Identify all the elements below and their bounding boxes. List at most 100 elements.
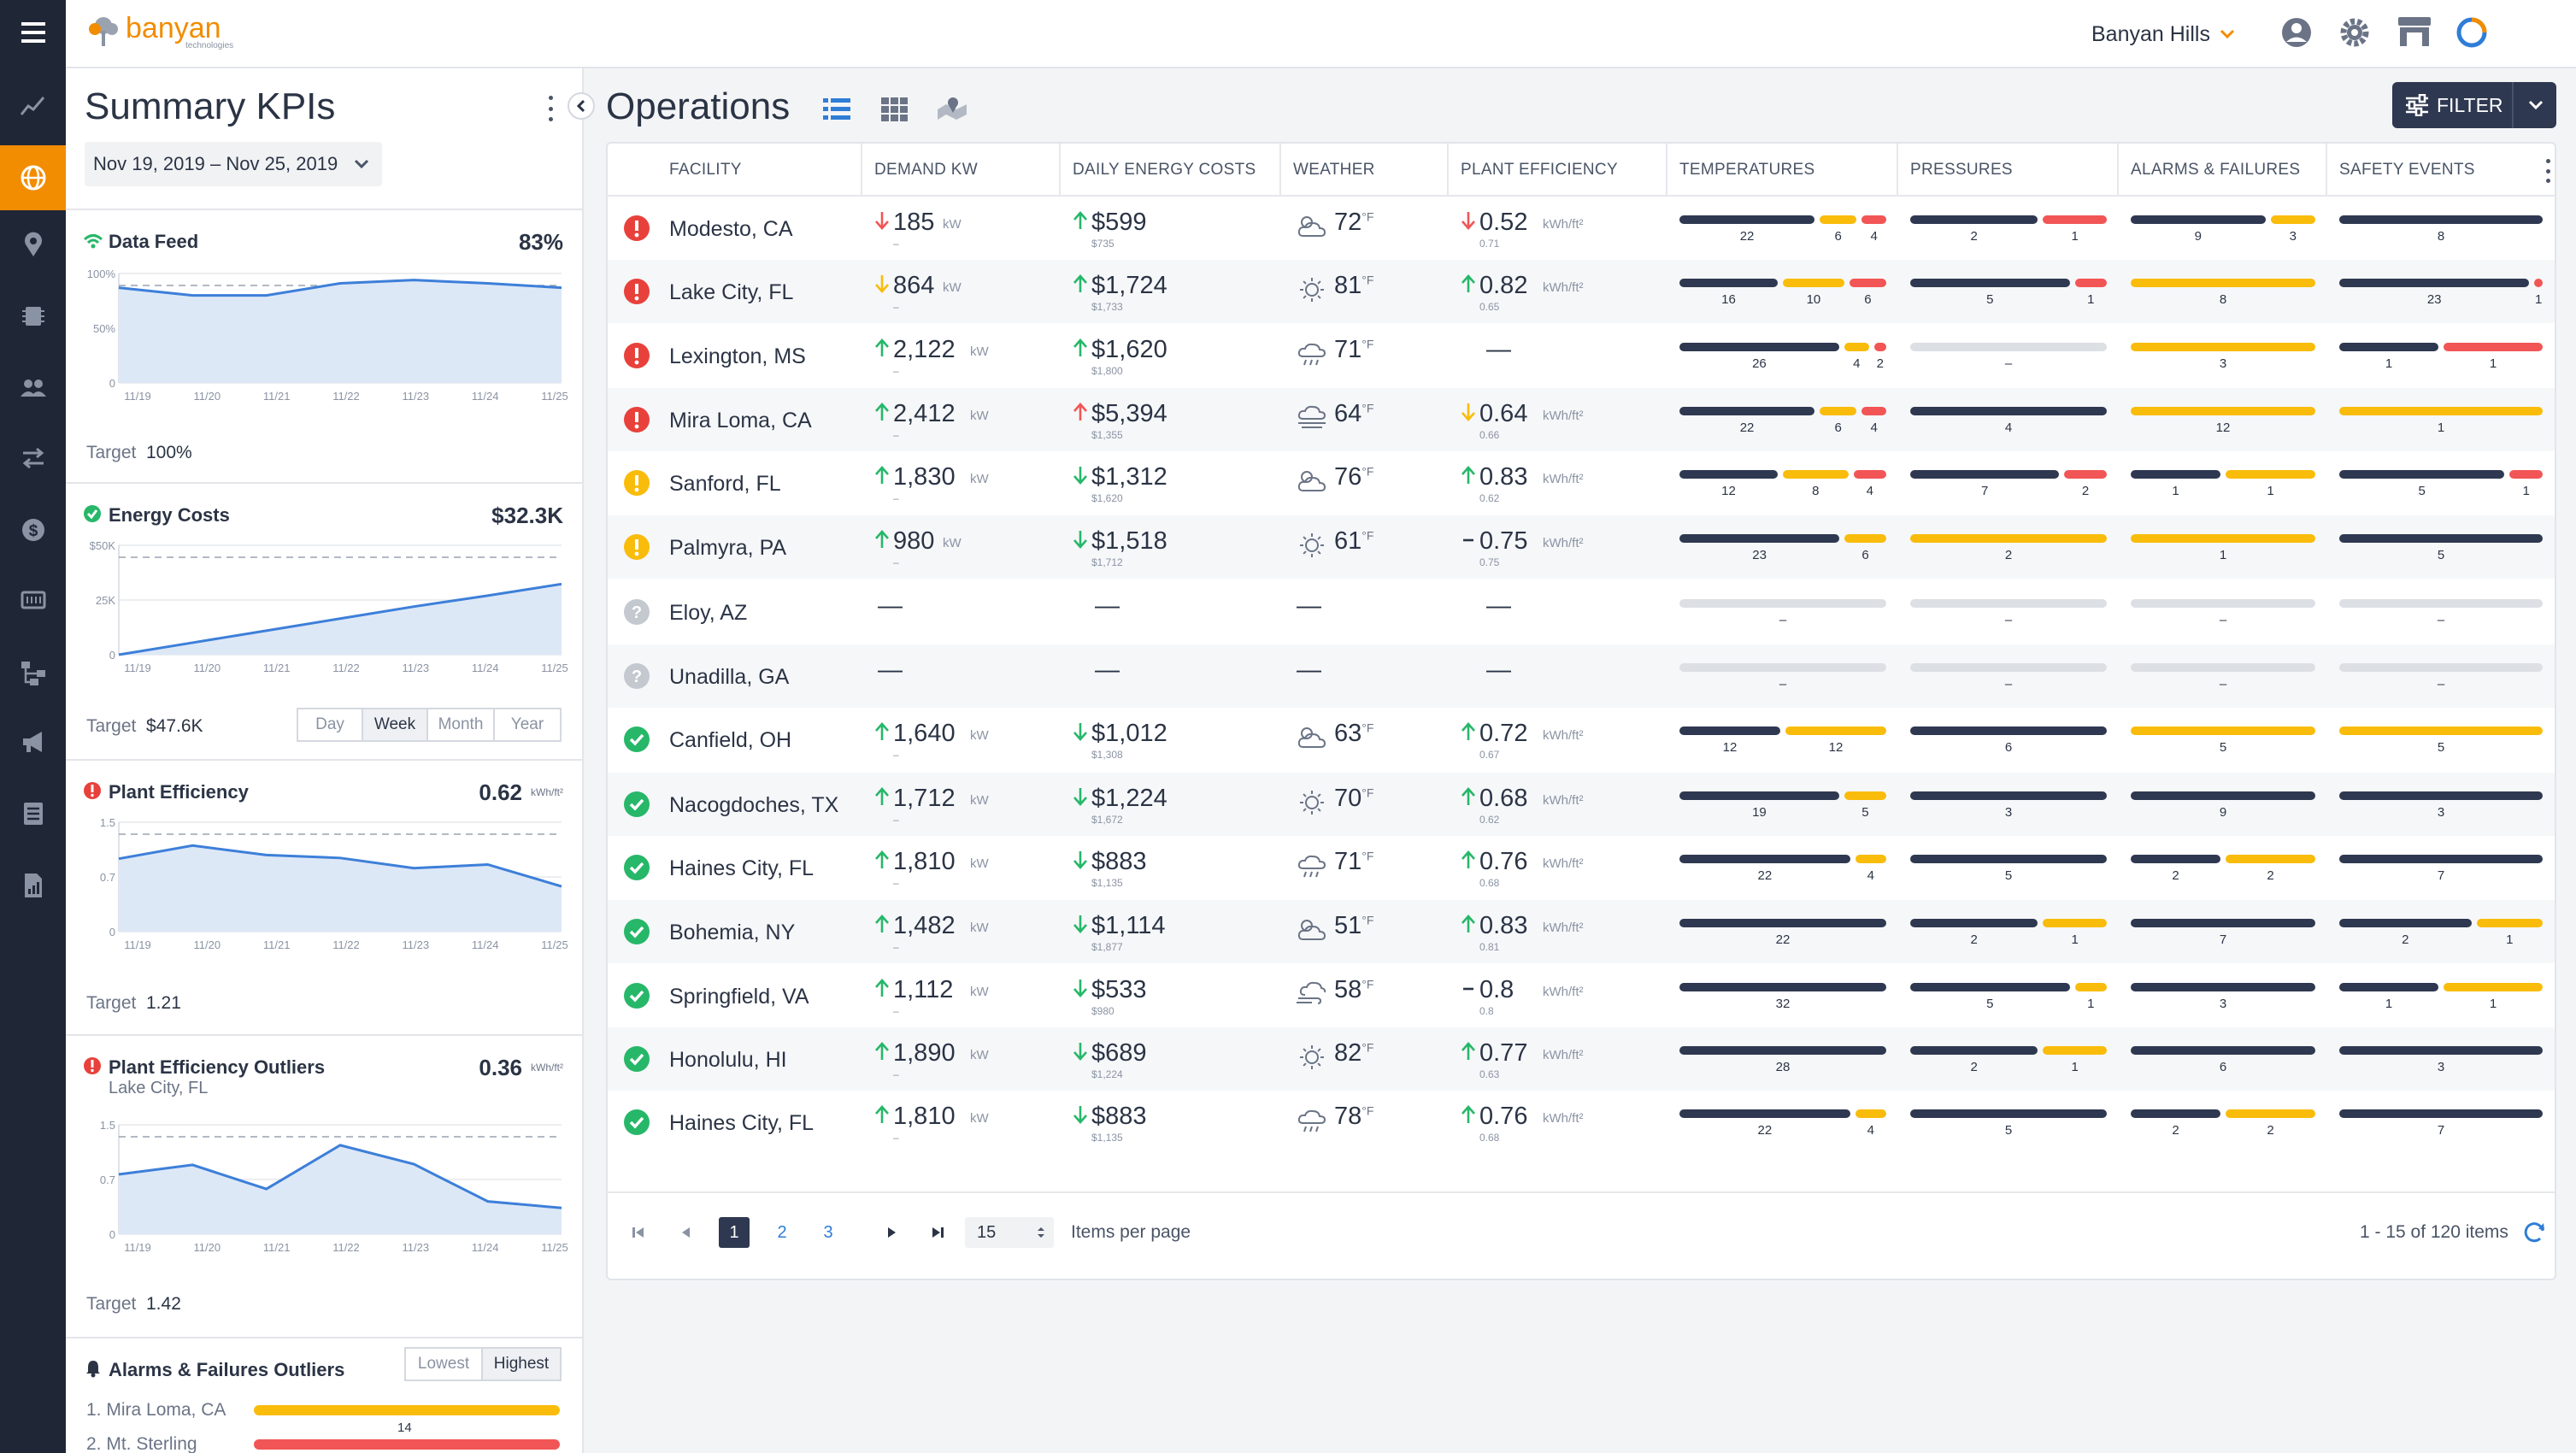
facility-cell[interactable]: Modesto, CA [608,197,862,260]
table-row[interactable]: Modesto, CA 185 kW – $599 $735 72°F 0.52 kWh/ft²… [608,197,2555,260]
nav-megaphone[interactable] [0,709,66,774]
last-page-icon[interactable] [929,1224,946,1241]
nav-location[interactable] [0,212,66,277]
facility-cell[interactable]: Palmyra, PA [608,515,862,579]
table-row[interactable]: Haines City, FL 1,810 kW – $883 $1,135 71°F 0.7… [608,836,2555,899]
table-row[interactable]: Springfield, VA 1,112 kW – $533 $980 58°F 0.8 kW… [608,964,2555,1027]
facility-name[interactable]: Lake City, FL [669,280,794,304]
facility-cell[interactable]: ? Eloy, AZ [608,580,862,644]
facility-name[interactable]: Palmyra, PA [669,536,787,560]
column-header[interactable]: PRESSURES [1898,144,2119,197]
collapse-panel-button[interactable] [568,92,595,120]
nav-menu[interactable] [0,0,66,65]
facility-name[interactable]: Bohemia, NY [669,921,796,944]
facility-cell[interactable]: Nacogdoches, TX [608,773,862,836]
nav-meter[interactable] [0,568,66,632]
refresh-icon[interactable] [2520,1219,2548,1246]
grid-view-icon[interactable] [879,94,910,125]
table-row[interactable]: Canfield, OH 1,640 kW – $1,012 $1,308 63°F 0.72… [608,708,2555,771]
nav-transfer[interactable] [0,426,66,491]
table-row[interactable]: ? Unadilla, GA — — — — – – – – [608,644,2555,708]
nav-trend[interactable] [0,74,66,138]
facility-cell[interactable]: Canfield, OH [608,708,862,771]
column-header[interactable]: SAFETY EVENTS [2339,161,2475,179]
facility-cell[interactable]: Bohemia, NY [608,900,862,963]
facility-name[interactable]: Canfield, OH [669,728,792,752]
facility-name[interactable]: Haines City, FL [669,1111,815,1135]
items-per-page-select[interactable]: 15 [965,1217,1054,1248]
table-row[interactable]: Palmyra, PA 980 kW – $1,518 $1,712 61°F 0.75 kWh… [608,515,2555,579]
kpi-menu-icon[interactable] [546,96,555,121]
facility-cell[interactable]: Lexington, MS [608,324,862,387]
column-header[interactable]: TEMPERATURES [1667,144,1898,197]
user-icon[interactable] [2279,15,2314,50]
facility-name[interactable]: Haines City, FL [669,856,815,880]
facility-name[interactable]: Unadilla, GA [669,665,790,689]
table-row[interactable]: Sanford, FL 1,830 kW – $1,312 $1,620 76°F 0.83 k… [608,451,2555,515]
date-range-picker[interactable]: Nov 19, 2019 – Nov 25, 2019 [85,142,382,186]
table-row[interactable]: Mira Loma, CA 2,412 kW – $5,394 $1,355 64°F 0.6… [608,388,2555,451]
nav-users[interactable] [0,356,66,421]
sliders-icon [2406,94,2428,116]
lowest-button[interactable]: Lowest [404,1347,483,1381]
table-row[interactable]: Lexington, MS 2,122 kW – $1,620 $1,800 71°F — 26… [608,324,2555,387]
table-row[interactable]: Lake City, FL 864 kW – $1,724 $1,733 81°F 0.82 k… [608,260,2555,323]
facility-cell[interactable]: ? Unadilla, GA [608,644,862,708]
page-2-button[interactable]: 2 [777,1222,787,1242]
next-page-icon[interactable] [883,1224,900,1241]
nav-globe[interactable] [0,145,66,210]
period-month-button[interactable]: Month [426,708,495,742]
cost-value: $689 [1091,1039,1147,1067]
period-year-button[interactable]: Year [493,708,562,742]
facility-cell[interactable]: Mira Loma, CA [608,388,862,451]
column-header[interactable]: WEATHER [1281,144,1449,197]
store-icon[interactable] [2395,14,2434,50]
table-row[interactable]: Bohemia, NY 1,482 kW – $1,114 $1,877 51°F 0.83 k… [608,900,2555,963]
facility-cell[interactable]: Springfield, VA [608,964,862,1027]
facility-name[interactable]: Sanford, FL [669,472,781,496]
efficiency-value: 0.64 [1479,400,1528,427]
facility-name[interactable]: Honolulu, HI [669,1048,787,1072]
gear-icon[interactable] [2338,15,2372,50]
facility-cell[interactable]: Haines City, FL [608,836,862,899]
column-header[interactable]: ALARMS & FAILURES [2119,144,2327,197]
facility-name[interactable]: Mira Loma, CA [669,409,812,432]
column-header[interactable]: FACILITY [608,144,862,197]
site-selector[interactable]: Banyan Hills [2091,19,2236,50]
nav-hierarchy[interactable] [0,639,66,704]
facility-name[interactable]: Springfield, VA [669,985,809,1009]
facility-cell[interactable]: Honolulu, HI [608,1027,862,1091]
nav-report[interactable] [0,853,66,918]
column-header[interactable]: PLANT EFFICIENCY [1449,144,1667,197]
page-3-button[interactable]: 3 [823,1222,833,1242]
prev-page-icon[interactable] [678,1224,695,1241]
table-row[interactable]: Haines City, FL 1,810 kW – $883 $1,135 78°F 0.7… [608,1091,2555,1154]
demand-value: 2,412 [893,400,956,427]
filter-button[interactable]: FILTER [2392,82,2556,128]
nav-list[interactable] [0,781,66,846]
map-view-icon[interactable] [936,94,968,125]
facility-cell[interactable]: Haines City, FL [608,1091,862,1154]
period-day-button[interactable]: Day [297,708,363,742]
facility-name[interactable]: Eloy, AZ [669,601,748,625]
nav-chip[interactable] [0,284,66,349]
loading-ring-icon[interactable] [2455,15,2489,50]
logo[interactable]: banyan technologies [85,10,256,55]
column-header[interactable]: DEMAND KW [862,144,1061,197]
list-view-icon[interactable] [821,94,852,125]
facility-cell[interactable]: Sanford, FL [608,451,862,515]
period-week-button[interactable]: Week [362,708,428,742]
facility-name[interactable]: Lexington, MS [669,344,806,368]
facility-name[interactable]: Nacogdoches, TX [669,793,839,817]
first-page-icon[interactable] [630,1224,647,1241]
column-menu-icon[interactable] [2544,159,2551,183]
highest-button[interactable]: Highest [481,1347,562,1381]
table-row[interactable]: ? Eloy, AZ — — — — – – – – [608,580,2555,644]
nav-dollar[interactable]: $ [0,497,66,562]
table-row[interactable]: Honolulu, HI 1,890 kW – $689 $1,224 82°F 0.77 kW… [608,1027,2555,1091]
facility-name[interactable]: Modesto, CA [669,217,793,241]
column-header[interactable]: DAILY ENERGY COSTS [1061,144,1281,197]
table-row[interactable]: Nacogdoches, TX 1,712 kW – $1,224 $1,672 70°F 0… [608,773,2555,836]
facility-cell[interactable]: Lake City, FL [608,260,862,323]
page-1-button[interactable]: 1 [719,1217,750,1248]
